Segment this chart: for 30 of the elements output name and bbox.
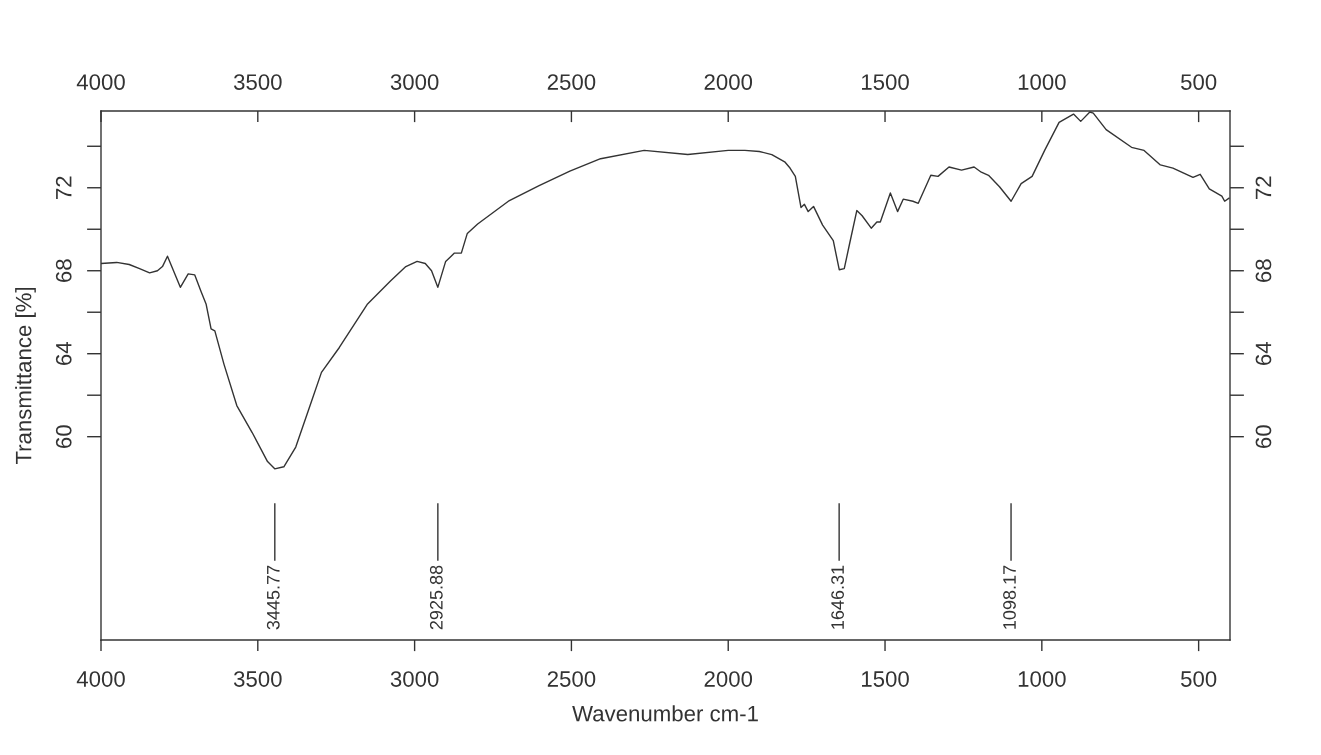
y-tick-label: 72 xyxy=(55,176,72,199)
x2-tick-label: 3000 xyxy=(390,671,439,687)
x-tick-label: 2000 xyxy=(704,74,753,90)
x2-tick-label: 1000 xyxy=(1018,671,1066,687)
x-tick-label: 500 xyxy=(1180,74,1217,90)
y2-tick-label: 64 xyxy=(1255,342,1272,365)
ref-line-label: 3445.77 xyxy=(266,565,280,630)
x-axis-title: Wavenumber cm-1 xyxy=(572,705,758,722)
ref-line-label: 1098.17 xyxy=(1003,565,1016,629)
ref-line-label: 1646.31 xyxy=(831,565,844,629)
x-tick-label: 1000 xyxy=(1018,74,1066,90)
x-tick-label: 3500 xyxy=(233,74,282,90)
y2-tick-label: 72 xyxy=(1255,176,1272,199)
x-tick-label: 4000 xyxy=(76,74,125,90)
y-tick-label: 64 xyxy=(55,342,72,365)
y2-tick-label: 68 xyxy=(1255,259,1272,282)
y2-tick-label: 60 xyxy=(1255,425,1272,448)
y-axis-title: Transmittance [%] xyxy=(15,287,36,465)
x2-tick-label: 2000 xyxy=(704,671,753,687)
x2-tick-label: 4000 xyxy=(76,671,125,687)
x2-tick-label: 2500 xyxy=(547,671,596,687)
x-tick-label: 1500 xyxy=(862,74,909,90)
ref-line-label: 2925.88 xyxy=(429,565,443,630)
y-tick-label: 68 xyxy=(55,259,72,282)
y-tick-label: 60 xyxy=(55,425,72,448)
x2-tick-label: 1500 xyxy=(862,671,909,687)
x-tick-label: 3000 xyxy=(390,74,439,90)
x2-tick-label: 3500 xyxy=(233,671,282,687)
x2-tick-label: 500 xyxy=(1180,671,1217,687)
x-tick-label: 2500 xyxy=(547,74,596,90)
